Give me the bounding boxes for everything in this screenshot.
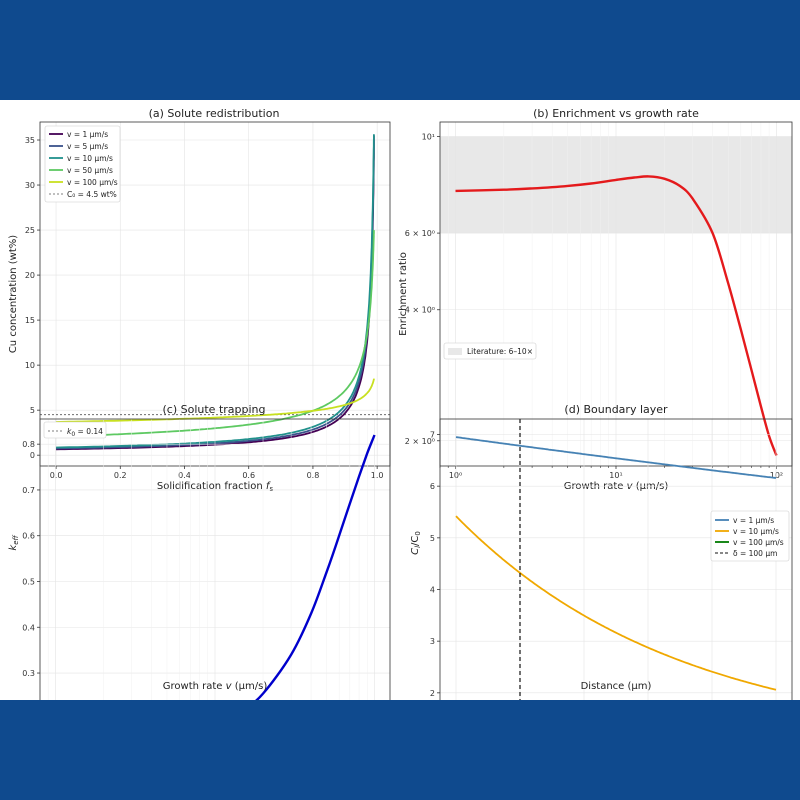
panel-a-title: (a) Solute redistribution [149, 107, 280, 120]
legend-label: v = 100 μm/s [733, 538, 784, 547]
xtick-label: 0.2 [114, 471, 127, 480]
ytick-label: 0 [30, 451, 35, 460]
legend-label: C₀ = 4.5 wt% [67, 190, 117, 199]
ytick-label: 2 × 10⁰ [405, 437, 435, 446]
panel-b-series [455, 175, 778, 456]
panel-b-legend: Literature: 6–10× [443, 342, 537, 360]
legend-label: v = 100 μm/s [67, 178, 118, 187]
panel-c-legend-box [43, 421, 107, 439]
xtick-label: 0.0 [50, 471, 63, 480]
legend-label: v = 10 μm/s [67, 154, 113, 163]
ytick-label: 7 [430, 431, 435, 440]
panel-c-legend: k0 = 0.14 [43, 421, 107, 439]
panel-d-series [455, 436, 777, 691]
panel-b-xlabel: Growth rate v (μm/s) [564, 481, 669, 492]
xtick-label: 0.8 [307, 471, 320, 480]
legend-label: v = 10 μm/s [733, 527, 779, 536]
panel-b: (b) Enrichment vs growth rate 10⁰ 10¹ 10² … [398, 107, 793, 492]
panel-d-legend-box [710, 510, 790, 562]
xtick-label: 1.0 [371, 471, 384, 480]
panel-a-xticks: 0.0 0.2 0.4 0.6 0.8 1.0 [50, 466, 384, 480]
panel-c-xlabel: Growth rate v (μm/s) [163, 681, 268, 692]
panel-d: (d) Boundary layer 0100200300400500 1234… [410, 403, 793, 700]
series-line [56, 134, 375, 449]
panel-b-ylabel: Enrichment ratio [398, 252, 409, 336]
series-line [56, 378, 375, 423]
legend-label: v = 50 μm/s [67, 166, 113, 175]
panel-a-series [56, 134, 375, 451]
ytick-label: 3 [430, 637, 435, 646]
panel-b-legend-box [443, 342, 537, 360]
panel-a: (a) Solute redistribution 0.0 0.2 0.4 0.6 0.… [8, 107, 391, 493]
enrichment-line [455, 175, 778, 456]
xtick-label: 0.4 [178, 471, 191, 480]
panel-b-xticks: 10⁰ 10¹ 10² [439, 466, 783, 480]
ytick-label: 35 [25, 136, 35, 145]
ytick-label: 6 [430, 482, 435, 491]
panel-c-legend-label: k0 = 0.14 [67, 427, 103, 438]
figure: (a) Solute redistribution 0.0 0.2 0.4 0.6 0.… [0, 100, 800, 700]
panel-c-title: (c) Solute trapping [163, 403, 266, 416]
panel-a-yticks: 0 5 10 15 20 25 30 35 [25, 136, 40, 460]
figure-canvas: (a) Solute redistribution 0.0 0.2 0.4 0.6 0.… [8, 107, 793, 700]
ytick-label: 25 [25, 226, 35, 235]
panel-b-legend-swatch [448, 348, 462, 355]
ytick-label: 0.6 [22, 532, 35, 541]
xtick-label: 10² [770, 471, 783, 480]
xtick-label: 10⁰ [449, 471, 462, 480]
ytick-label: 6 × 10⁰ [405, 229, 435, 238]
ytick-label: 30 [25, 181, 35, 190]
ytick-label: 20 [25, 271, 35, 280]
ytick-label: 10¹ [422, 133, 435, 142]
ytick-label: 15 [25, 316, 35, 325]
panel-d-yticks: 1234567 [430, 431, 440, 698]
ytick-label: 0.5 [22, 577, 35, 586]
ytick-label: 0.7 [22, 486, 35, 495]
ytick-label: 2 [430, 689, 435, 698]
ytick-label: 0.3 [22, 669, 35, 678]
panel-b-yticks: 2 × 10⁰ 4 × 10⁰ 6 × 10⁰ 10¹ [405, 133, 440, 446]
keff-line [255, 434, 376, 700]
panel-d-title: (d) Boundary layer [564, 403, 668, 416]
panel-d-xlabel: Distance (μm) [581, 681, 652, 692]
panel-c-series [255, 434, 376, 700]
panel-b-title: (b) Enrichment vs growth rate [533, 107, 699, 120]
panel-a-legend: v = 1 μm/s v = 5 μm/s v = 10 μm/s v = 50 μm… [44, 125, 121, 203]
panel-a-legend-box [44, 125, 121, 203]
legend-label: v = 1 μm/s [733, 516, 774, 525]
ytick-label: 5 [430, 534, 435, 543]
profile-line [455, 515, 777, 691]
xtick-label: 0.6 [242, 471, 255, 480]
panel-c-frame [39, 418, 391, 700]
ytick-label: 4 [430, 586, 435, 595]
panel-b-legend-label: Literature: 6–10× [467, 347, 533, 356]
legend-label: v = 1 μm/s [67, 130, 108, 139]
panel-a-ylabel: Cu concentration (wt%) [8, 235, 19, 353]
panel-c-grid [39, 419, 390, 700]
legend-label: v = 5 μm/s [67, 142, 108, 151]
panel-c-ylabel: keff [8, 534, 20, 550]
legend-label: δ = 100 μm [733, 549, 777, 558]
panel-a-xlabel: Solidification fraction fs [157, 481, 274, 493]
series-line [56, 230, 375, 438]
panel-c-yticks: 0.20.30.40.50.60.70.8 [22, 440, 40, 678]
ytick-label: 4 × 10⁰ [405, 306, 435, 315]
ytick-label: 0.4 [22, 623, 35, 632]
ytick-label: 10 [25, 361, 35, 370]
ytick-label: 5 [30, 406, 35, 415]
profile-line [455, 436, 777, 479]
ytick-label: 0.8 [22, 440, 35, 449]
panel-d-legend: v = 1 μm/s v = 10 μm/s v = 100 μm/s δ = 100… [710, 510, 790, 562]
xtick-label: 10¹ [609, 471, 622, 480]
panel-d-ylabel: Cl/C0 [410, 531, 422, 555]
